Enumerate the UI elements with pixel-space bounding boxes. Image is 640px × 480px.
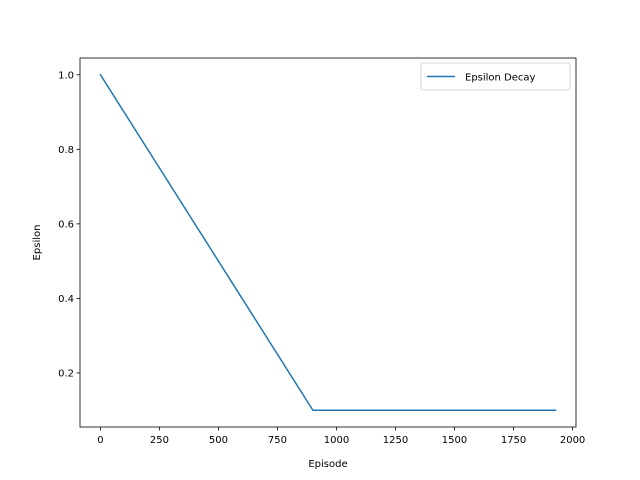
y-axis-label: Epsilon <box>32 225 43 261</box>
legend-box <box>420 62 571 91</box>
x-tick-label: 2000 <box>560 435 585 446</box>
x-tick-label: 0 <box>97 435 103 446</box>
y-tick-label: 0.8 <box>58 145 74 156</box>
y-tick-label: 1.0 <box>58 70 74 81</box>
x-axis-label: Episode <box>308 459 347 470</box>
y-tick-label: 0.6 <box>58 219 74 230</box>
x-tick-label: 250 <box>150 435 169 446</box>
plot-area <box>80 58 576 427</box>
x-tick-label: 750 <box>268 435 287 446</box>
legend-entry: Epsilon Decay <box>465 73 536 84</box>
y-axis-ticks: 0.2 0.4 0.6 0.8 1.0 <box>58 70 80 379</box>
x-tick-label: 1750 <box>501 435 526 446</box>
x-tick-label: 1500 <box>442 435 467 446</box>
y-tick-label: 0.4 <box>58 294 74 305</box>
plot-frame <box>79 57 577 428</box>
x-tick-label: 500 <box>209 435 228 446</box>
x-tick-label: 1000 <box>324 435 349 446</box>
series-line-0 <box>99 73 557 411</box>
series-layer <box>99 73 557 411</box>
legend: Epsilon Decay <box>420 62 571 91</box>
x-tick-label: 1250 <box>383 435 408 446</box>
x-axis-ticks: 0 250 500 750 1000 1250 1500 1750 2000 <box>97 427 585 446</box>
y-tick-label: 0.2 <box>58 368 74 379</box>
